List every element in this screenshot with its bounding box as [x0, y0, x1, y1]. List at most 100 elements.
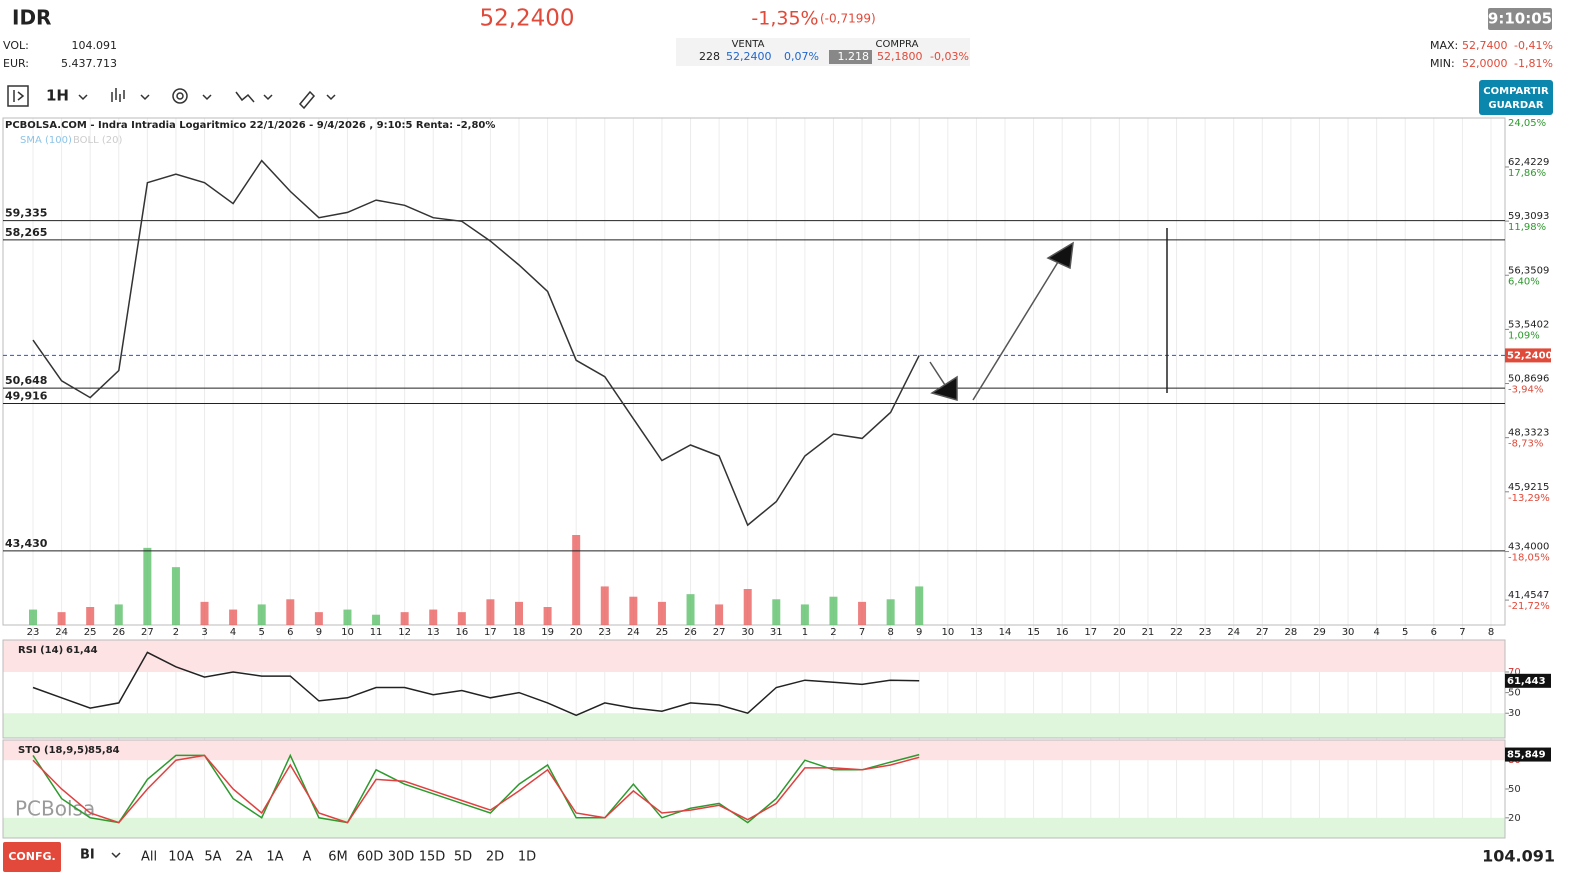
x-tick-label: 22 — [1170, 627, 1183, 638]
y-tick-label: 50 — [1508, 688, 1521, 699]
x-tick-label: 13 — [970, 627, 983, 638]
level-label: 50,648 — [5, 374, 47, 387]
quote-box — [676, 38, 970, 66]
indicator-last: 85,84 — [88, 745, 120, 756]
x-tick-label: 16 — [1056, 627, 1069, 638]
volume-bar — [915, 586, 924, 625]
chart-title: PCBOLSA.COM - Indra Intradia Logaritmico… — [5, 120, 495, 131]
y-tick-label: 53,5402 — [1508, 319, 1549, 330]
volume-bar — [600, 586, 609, 625]
period-button[interactable]: All — [141, 850, 157, 865]
x-tick-label: 13 — [427, 627, 440, 638]
x-tick-label: 17 — [484, 627, 497, 638]
period-button[interactable]: 60D — [357, 850, 384, 865]
volume-bar — [29, 609, 37, 625]
indicator-title: RSI (14) — [18, 645, 63, 656]
symbol: IDR — [12, 6, 51, 30]
watermark: PCBolsa — [15, 797, 95, 821]
period-button[interactable]: 2D — [486, 850, 504, 865]
oversold-zone — [3, 817, 1505, 838]
x-tick-label: 24 — [1227, 627, 1240, 638]
toolbar-icons[interactable] — [7, 85, 336, 859]
x-tick-label: 15 — [1027, 627, 1040, 638]
x-tick-label: 14 — [999, 627, 1012, 638]
eur-label: EUR: — [3, 57, 29, 70]
venta-price: 52,2400 — [726, 50, 772, 63]
x-tick-label: 11 — [370, 627, 383, 638]
volume-bar — [657, 601, 666, 625]
overbought-zone — [3, 740, 1505, 761]
mode[interactable]: BI — [80, 848, 95, 863]
x-tick-label: 25 — [656, 627, 669, 638]
panel-frame — [2, 117, 1506, 626]
venta-label: VENTA — [732, 39, 765, 50]
x-tick-label: 9 — [316, 627, 322, 638]
x-tick-label: 27 — [141, 627, 154, 638]
y-tick-pct: -8,73% — [1508, 439, 1543, 450]
period-button[interactable]: 5A — [204, 850, 221, 865]
x-tick-label: 3 — [201, 627, 207, 638]
y-tick-pct: -21,72% — [1508, 601, 1550, 612]
level-label: 43,430 — [5, 537, 48, 550]
period-button[interactable]: 10A — [168, 850, 194, 865]
drawings — [929, 228, 1168, 401]
period-button[interactable]: 1D — [518, 850, 536, 865]
price: 52,2400 — [479, 6, 574, 32]
panel-frame — [2, 639, 1506, 739]
x-tick-label: 4 — [230, 627, 236, 638]
period-button[interactable]: 30D — [388, 850, 415, 865]
volume-bar — [800, 604, 809, 625]
period-button[interactable]: 15D — [419, 850, 446, 865]
compra-price: 52,1800 — [877, 50, 923, 63]
venta-pct: 0,07% — [784, 50, 819, 63]
volume-bar — [715, 604, 724, 625]
volume-bar — [372, 614, 381, 625]
interval[interactable]: 1H — [46, 87, 69, 105]
period-button[interactable]: A — [303, 850, 312, 865]
time-badge — [1488, 8, 1552, 30]
save[interactable]: GUARDAR — [1488, 100, 1544, 111]
value-badge-label: 61,443 — [1507, 676, 1546, 687]
volume-bar — [257, 604, 266, 625]
config[interactable]: CONFG. — [8, 850, 55, 863]
config-button[interactable] — [3, 842, 61, 872]
x-tick-label: 23 — [1199, 627, 1212, 638]
volume-bar — [829, 596, 838, 625]
indicator-boll: BOLL (20) — [73, 135, 123, 146]
period-button[interactable]: 6M — [328, 850, 348, 865]
volume-bar — [286, 599, 295, 625]
x-tick-label: 26 — [684, 627, 697, 638]
x-tick-label: 29 — [1313, 627, 1326, 638]
y-tick-label: 43,4000 — [1508, 542, 1549, 553]
volume-bar — [686, 594, 695, 625]
panel-frame — [2, 739, 1506, 839]
period-button[interactable]: 1A — [266, 850, 283, 865]
period-button[interactable]: 5D — [454, 850, 472, 865]
share[interactable]: COMPARTIR — [1483, 86, 1549, 97]
top-pct: 24,05% — [1508, 118, 1546, 129]
period-button[interactable]: 2A — [235, 850, 252, 865]
volume-bar — [457, 612, 466, 625]
compra-label: COMPRA — [876, 39, 919, 50]
x-tick-label: 8 — [1488, 627, 1494, 638]
volume-bar — [772, 599, 781, 625]
oversold-zone — [3, 713, 1505, 738]
y-tick-label: 45,9215 — [1508, 482, 1549, 493]
min-pct: -1,81% — [1514, 57, 1553, 70]
volume-bar — [229, 609, 238, 625]
volume-bar — [486, 599, 495, 625]
x-tick-label: 10 — [941, 627, 954, 638]
y-tick-label: 56,3509 — [1508, 265, 1549, 276]
volume-bar — [200, 601, 209, 625]
y-tick-label: 62,4229 — [1508, 157, 1549, 168]
x-tick-label: 18 — [513, 627, 526, 638]
x-tick-label: 9 — [916, 627, 922, 638]
share-button[interactable] — [1479, 80, 1553, 115]
volume-bar — [171, 567, 180, 625]
compra-pct: -0,03% — [930, 50, 969, 63]
volume-bar — [629, 596, 638, 625]
x-tick-label: 24 — [55, 627, 68, 638]
x-tick-label: 31 — [770, 627, 783, 638]
volume-bar — [543, 607, 552, 625]
